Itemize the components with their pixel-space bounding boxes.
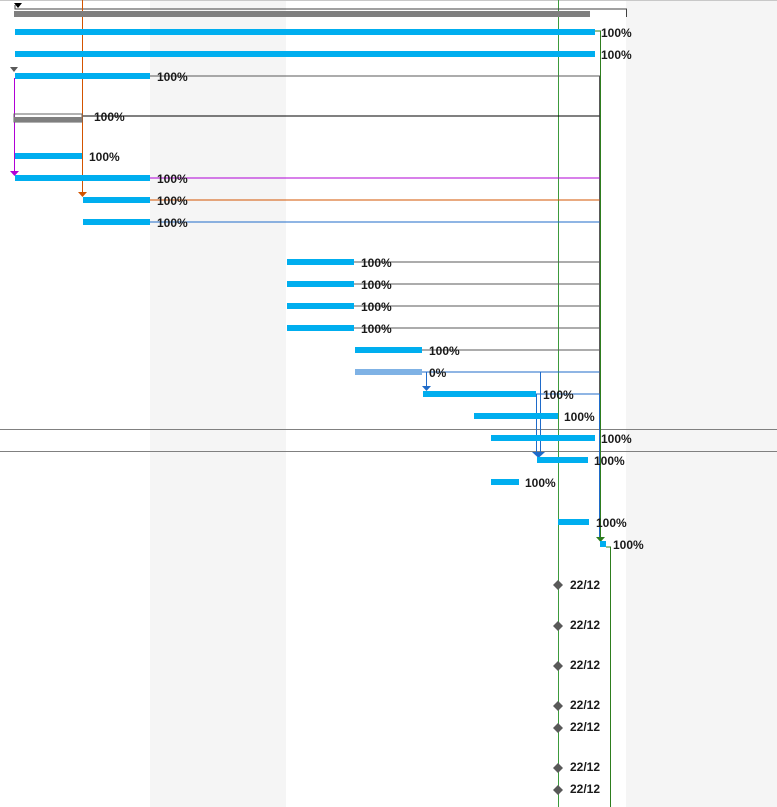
task-bar[interactable] [600, 541, 606, 547]
diamond-icon[interactable] [553, 701, 563, 711]
triangle-down-icon [10, 67, 18, 72]
dependency-link [606, 546, 611, 807]
task-bar[interactable] [491, 435, 595, 441]
task-progress-label: 100% [613, 538, 644, 552]
weekend-band [626, 0, 777, 807]
task-bar[interactable] [83, 197, 150, 203]
task-progress-label: 100% [525, 476, 556, 490]
task-bar[interactable] [287, 281, 354, 287]
task-progress-label: 100% [361, 278, 392, 292]
task-progress-label: 0% [429, 366, 447, 380]
task-bar[interactable] [15, 73, 150, 79]
dependency-link [150, 75, 600, 420]
task-progress-label: 100% [361, 256, 392, 270]
summary-progress-label: 100% [94, 110, 125, 124]
task-bar[interactable] [558, 519, 589, 525]
diamond-icon[interactable] [553, 580, 563, 590]
milestone-date-label: 22/12 [570, 760, 600, 774]
task-progress-label: 100% [429, 344, 460, 358]
task-bar[interactable] [287, 325, 354, 331]
diamond-icon[interactable] [553, 763, 563, 773]
milestone-date-label: 22/12 [570, 618, 600, 632]
task-bar[interactable] [15, 29, 595, 35]
task-bar[interactable] [83, 219, 150, 225]
task-progress-label: 100% [601, 432, 632, 446]
task-bar[interactable] [15, 51, 595, 57]
diamond-icon[interactable] [553, 621, 563, 631]
milestone-date-label: 22/12 [570, 698, 600, 712]
summary-bar[interactable] [14, 117, 82, 122]
triangle-down-icon [532, 452, 545, 458]
task-bar[interactable] [423, 391, 536, 397]
task-bar[interactable] [355, 347, 422, 353]
task-bar[interactable] [287, 303, 354, 309]
summary-bracket [14, 5, 627, 17]
triangle-down-icon [10, 171, 19, 176]
task-progress-label: 100% [361, 300, 392, 314]
task-bar[interactable] [355, 369, 422, 375]
milestone-date-label: 22/12 [570, 720, 600, 734]
dependency-link [595, 30, 601, 541]
task-bar[interactable] [287, 259, 354, 265]
task-bar[interactable] [474, 413, 558, 419]
task-progress-label: 100% [157, 172, 188, 186]
task-bar[interactable] [15, 153, 82, 159]
task-progress-label: 100% [543, 388, 574, 402]
milestone-date-label: 22/12 [570, 658, 600, 672]
task-progress-label: 100% [157, 216, 188, 230]
summary-bar[interactable] [14, 11, 590, 17]
milestone-date-label: 22/12 [570, 782, 600, 796]
milestone-date-label: 22/12 [570, 578, 600, 592]
task-progress-label: 100% [157, 70, 188, 84]
task-progress-label: 100% [89, 150, 120, 164]
task-bar[interactable] [537, 457, 588, 463]
diamond-icon[interactable] [553, 785, 563, 795]
weekend-band [150, 0, 286, 807]
diamond-icon[interactable] [553, 661, 563, 671]
triangle-down-icon [596, 537, 605, 542]
task-progress-label: 100% [601, 26, 632, 40]
diamond-icon[interactable] [553, 723, 563, 733]
task-progress-label: 100% [157, 194, 188, 208]
task-progress-label: 100% [361, 322, 392, 336]
triangle-down-icon [78, 192, 87, 197]
task-bar[interactable] [15, 175, 150, 181]
triangle-down-icon [422, 386, 431, 391]
task-progress-label: 100% [601, 48, 632, 62]
triangle-down-icon [14, 3, 22, 8]
task-progress-label: 100% [564, 410, 595, 424]
task-progress-label: 100% [596, 516, 627, 530]
dependency-link [422, 371, 427, 388]
task-progress-label: 100% [594, 454, 625, 468]
task-bar[interactable] [491, 479, 519, 485]
